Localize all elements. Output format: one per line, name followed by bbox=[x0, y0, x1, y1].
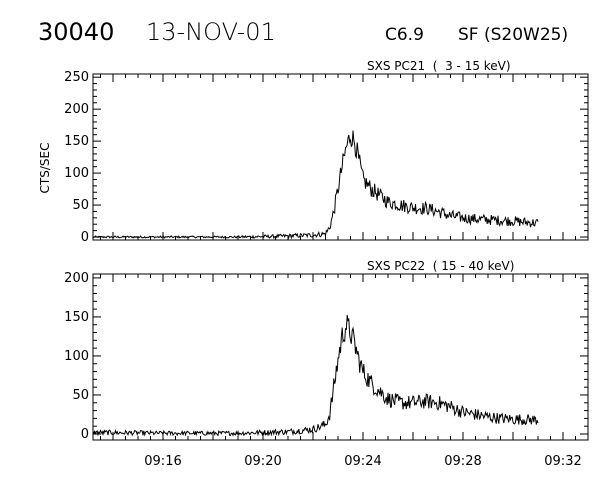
panel-2-title: SXS PC22 ( 15 - 40 keV) bbox=[367, 259, 514, 273]
y-tick-label: 100 bbox=[64, 349, 89, 364]
x-tick-label: 09:16 bbox=[144, 454, 181, 469]
event-id: 30040 bbox=[38, 18, 114, 46]
y-tick-label: 200 bbox=[64, 102, 89, 117]
x-tick-label: 09:28 bbox=[444, 454, 481, 469]
goes-class: C6.9 bbox=[385, 25, 424, 45]
x-tick-label: 09:32 bbox=[544, 454, 581, 469]
panel-2-frame bbox=[92, 273, 589, 441]
y-tick-label: 50 bbox=[72, 198, 89, 213]
optical-location: SF (S20W25) bbox=[458, 25, 568, 45]
panel-1-frame bbox=[92, 73, 589, 241]
y-tick-label: 200 bbox=[64, 271, 89, 286]
x-tick-label: 09:20 bbox=[244, 454, 281, 469]
y-tick-label: 50 bbox=[72, 388, 89, 403]
event-date: 13-NOV-01 bbox=[146, 18, 276, 46]
y-tick-label: 150 bbox=[64, 134, 89, 149]
y-tick-label: 250 bbox=[64, 70, 89, 85]
y-tick-label: 150 bbox=[64, 310, 89, 325]
y-tick-label: 0 bbox=[81, 427, 89, 442]
y-tick-label: 0 bbox=[81, 230, 89, 245]
series-line-panel-1 bbox=[92, 130, 539, 240]
y-axis-label: CTS/SEC bbox=[38, 143, 52, 194]
y-tick-label: 100 bbox=[64, 166, 89, 181]
panel-1-title: SXS PC21 ( 3 - 15 keV) bbox=[367, 59, 511, 73]
series-line-panel-2 bbox=[92, 314, 539, 437]
x-tick-label: 09:24 bbox=[344, 454, 381, 469]
